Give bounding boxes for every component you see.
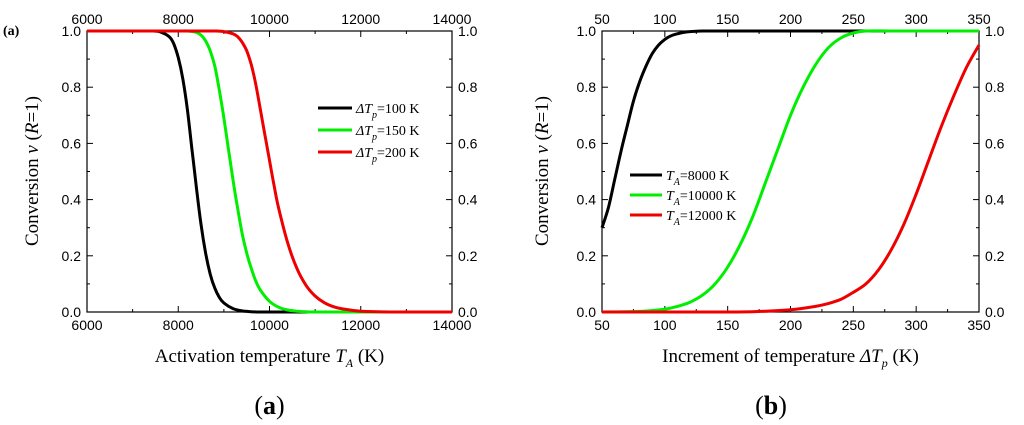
panel-b-ticks: 50 50 100 100 150 150 200 200 250 250 300 300 350 350… — [577, 11, 1005, 333]
panel-b-legend-label-3: TA=12000 K — [666, 209, 736, 228]
panel-a-x-tick-label: 10000 — [250, 317, 289, 333]
panel-a-series — [87, 29, 452, 314]
panel-a-y-tick-label: 0.6 — [62, 135, 82, 151]
panel-a-y-tick-label: 0.0 — [62, 304, 82, 320]
panel-b-x-tick-label-top: 300 — [904, 11, 928, 27]
panel-a-caption: (a) — [254, 391, 284, 420]
panel-b-x-tick-label-top: 100 — [653, 11, 677, 27]
panel-b-x-tick-label-top: 250 — [842, 11, 866, 27]
panel-b-y-tick-label-right: 0.2 — [985, 248, 1005, 264]
panel-b-x-tick-label: 250 — [842, 317, 866, 333]
panel-a-y-tick-label-right: 0.8 — [458, 79, 478, 95]
panel-a-chart: 6000 6000 8000 8000 10000 10000 12000 12000 1400… — [3, 11, 478, 420]
panel-b-x-tick-label-top: 150 — [716, 11, 740, 27]
panel-a-legend: ΔTp=100 K ΔTp=150 K ΔTp=200 K — [318, 102, 420, 165]
panel-a-ylabel-R: R — [22, 122, 43, 135]
panel-a-series-line-1 — [87, 29, 452, 314]
panel-a-x-tick-label-top: 6000 — [71, 11, 102, 27]
panel-b-chart: 50 50 100 100 150 150 200 200 250 250 300 300 350 350… — [532, 11, 1005, 420]
panel-b-y-tick-label: 0.4 — [577, 192, 597, 208]
panel-b-ylabel-paren-close: =1) — [532, 96, 553, 123]
panel-a-x-tick-label: 8000 — [163, 317, 194, 333]
panel-b-legend-label-2: TA=10000 K — [666, 189, 736, 208]
panel-b-caption: (b) — [755, 391, 787, 420]
panel-b-ylabel-text: Conversion — [532, 154, 553, 246]
panel-b-series-line-1 — [600, 29, 979, 229]
panel-a-caption-letter: a — [263, 391, 276, 420]
panel-a-x-tick-label-top: 10000 — [250, 11, 289, 27]
panel-a-x-tick-label: 14000 — [433, 317, 472, 333]
panel-a-ylabel-text: Conversion — [22, 154, 43, 246]
panel-a-x-tick-label-top: 14000 — [433, 11, 472, 27]
panel-a-ticks: 6000 6000 8000 8000 10000 10000 12000 12000 1400… — [62, 11, 478, 333]
panel-b-series-line-2 — [601, 29, 979, 314]
panel-a-plot-frame — [86, 30, 453, 313]
panel-b-ylabel-symbol: ν — [532, 145, 553, 154]
panel-a-ylabel-symbol: ν — [22, 145, 43, 154]
panel-b-y-tick-label-right: 1.0 — [985, 23, 1005, 39]
panel-b-y-tick-label: 0.8 — [577, 79, 597, 95]
panel-a-x-tick-label-top: 8000 — [163, 11, 194, 27]
panel-a-y-tick-label-right: 0.6 — [458, 135, 478, 151]
panel-b-series — [600, 29, 981, 314]
panel-b-x-tick-label-top: 50 — [594, 11, 610, 27]
panel-a-legend-label-1: ΔTp=100 K — [355, 102, 420, 121]
panel-a-ylabel-paren-close: =1) — [22, 96, 43, 123]
panel-a-y-tick-label-right: 0.2 — [458, 248, 478, 264]
panel-a-x-tick-label: 6000 — [71, 317, 102, 333]
panel-a-y-tick-label: 0.4 — [62, 192, 82, 208]
panel-a-y-axis-label: Conversion ν (R=1) — [22, 96, 43, 246]
panel-a-y-tick-label: 0.2 — [62, 248, 82, 264]
panel-b-y-tick-label: 1.0 — [577, 23, 597, 39]
panel-a-series-line-3 — [87, 29, 452, 314]
panel-a-y-tick-label-right: 1.0 — [458, 23, 478, 39]
panel-b-ylabel-R: R — [532, 122, 553, 135]
panel-b-x-tick-label: 350 — [967, 317, 991, 333]
panel-a-xlabel-text: Activation temperature — [155, 346, 335, 367]
panel-b-x-axis-label: Increment of temperature ΔTp (K) — [662, 346, 919, 370]
panel-b-y-tick-label-right: 0.0 — [985, 304, 1005, 320]
panel-b-x-tick-label-top: 350 — [967, 11, 991, 27]
panel-a-corner-tag: (a) — [3, 24, 20, 39]
panel-a-legend-label-3: ΔTp=200 K — [355, 146, 420, 165]
panel-b-y-tick-label-right: 0.8 — [985, 79, 1005, 95]
panel-b-x-tick-label: 50 — [594, 317, 610, 333]
panel-b-xlabel-symbol: ΔT — [859, 346, 883, 367]
panel-b-plot-frame — [601, 30, 980, 313]
panel-b-y-tick-label-right: 0.6 — [985, 135, 1005, 151]
panel-a-y-tick-label-right: 0.4 — [458, 192, 478, 208]
panel-b-caption-letter: b — [764, 391, 778, 420]
panel-b-x-tick-label: 150 — [716, 317, 740, 333]
panel-b-xlabel-text: Increment of temperature — [662, 346, 860, 367]
panel-b-y-tick-label: 0.6 — [577, 135, 597, 151]
panel-b-y-tick-label: 0.0 — [577, 304, 597, 320]
panel-a-y-tick-label: 1.0 — [62, 23, 82, 39]
panel-b-y-tick-label: 0.2 — [577, 248, 597, 264]
panel-b-series-line-3 — [601, 44, 981, 314]
panel-a-x-axis-label: Activation temperature TA (K) — [155, 346, 385, 370]
panel-a-y-tick-label-right: 0.0 — [458, 304, 478, 320]
panel-b-x-tick-label: 100 — [653, 317, 677, 333]
panel-b-ylabel-paren-open: ( — [532, 134, 553, 145]
panel-b-xlabel-subscript: p — [881, 356, 888, 370]
panel-a-legend-label-2: ΔTp=150 K — [355, 124, 420, 143]
panel-b-x-tick-label: 300 — [904, 317, 928, 333]
panel-a-ylabel-paren-open: ( — [22, 134, 43, 145]
panel-b-y-axis-label: Conversion ν (R=1) — [532, 96, 553, 246]
panel-b-legend-label-1: TA=8000 K — [666, 169, 729, 188]
panel-a-xlabel-subscript: A — [345, 356, 354, 370]
panel-a-y-tick-label: 0.8 — [62, 79, 82, 95]
panel-b-x-tick-label-top: 200 — [779, 11, 803, 27]
panel-b-legend: TA=8000 KTA=10000 KTA=12000 K — [630, 169, 736, 228]
panel-a-series-line-2 — [87, 29, 452, 314]
panel-a-x-tick-label-top: 12000 — [341, 11, 380, 27]
panel-a-xlabel-symbol: T — [335, 346, 347, 367]
panel-b-xlabel-unit: (K) — [888, 346, 919, 367]
panel-a-xlabel-unit: (K) — [353, 346, 384, 367]
panel-b-x-tick-label: 200 — [779, 317, 803, 333]
panel-a-x-tick-label: 12000 — [341, 317, 380, 333]
panel-b-y-tick-label-right: 0.4 — [985, 192, 1005, 208]
